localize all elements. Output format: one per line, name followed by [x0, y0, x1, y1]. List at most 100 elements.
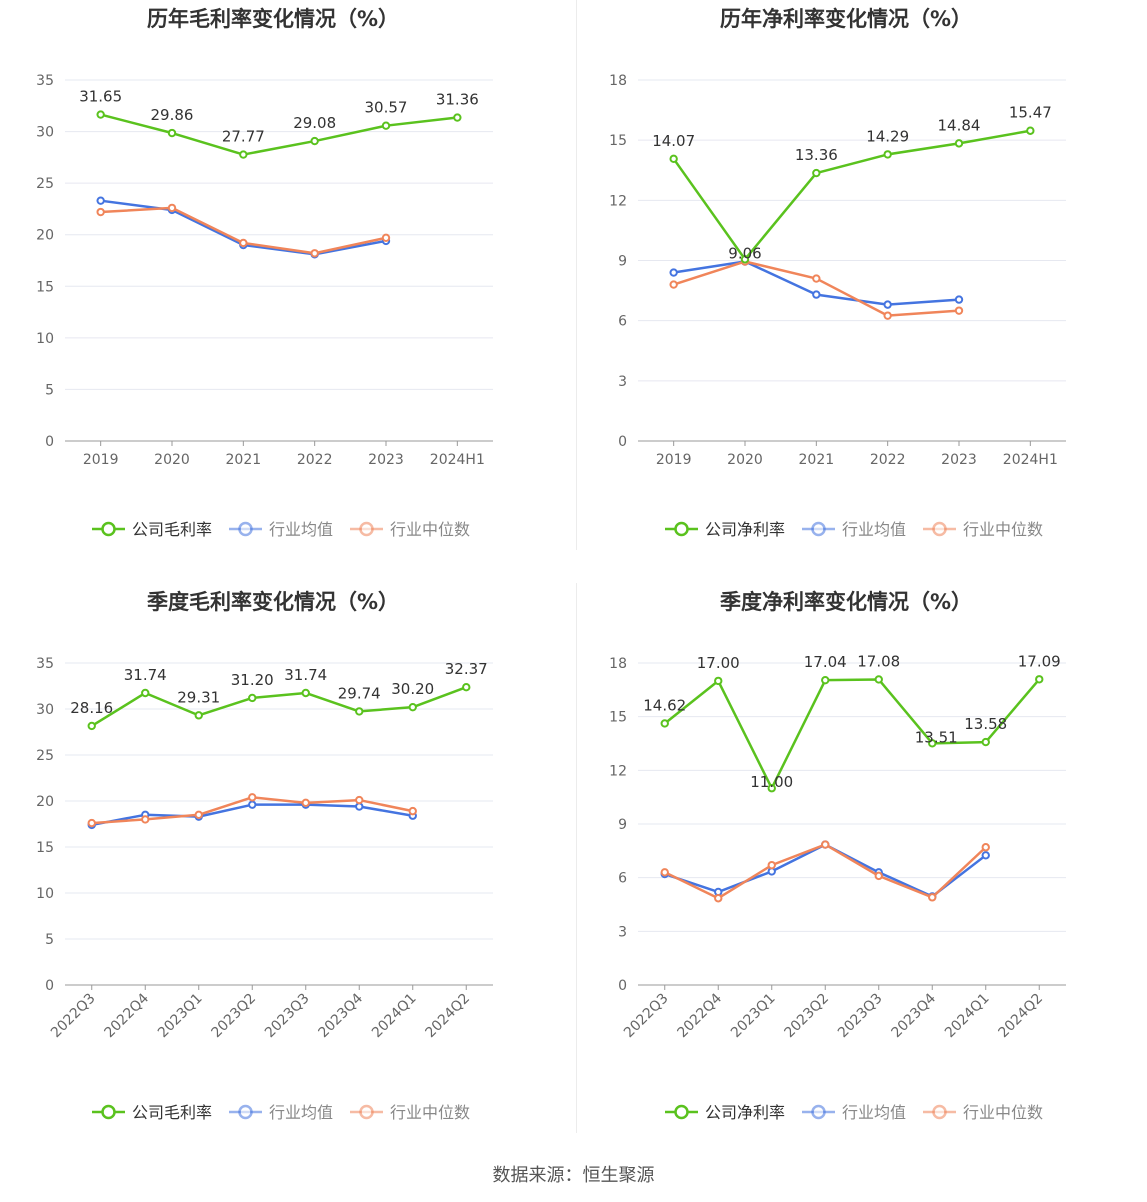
y-tick-label: 25	[36, 176, 54, 192]
data-point-avg	[954, 295, 964, 304]
data-label: 14.29	[866, 127, 909, 145]
data-point-company	[248, 693, 257, 703]
data-point-median	[301, 798, 310, 808]
legend-swatch-marker	[932, 521, 947, 537]
chart-svg: 历年净利率变化情况（%） 0 3 6 9 12 15 18 2019 2020 2021 2022 20…	[609, 7, 1066, 539]
y-tick-label: 30	[36, 702, 54, 718]
data-point-median	[87, 818, 96, 828]
legend-swatch-marker	[811, 1104, 826, 1120]
data-point-company	[408, 702, 417, 712]
data-label: 28.16	[70, 699, 113, 717]
vertical-divider-top	[576, 0, 577, 550]
legend-label: 行业均值	[842, 520, 906, 539]
data-point-median	[239, 238, 248, 248]
data-point-median	[408, 806, 417, 816]
x-tick-label: 2024Q2	[422, 991, 473, 1042]
y-tick-label: 0	[45, 434, 54, 450]
legend-swatch-marker	[932, 1104, 947, 1120]
legend-swatch-marker	[811, 521, 826, 537]
y-tick-label: 35	[36, 656, 54, 672]
y-tick-label: 5	[45, 382, 54, 398]
data-point-company	[874, 675, 883, 684]
data-label: 17.00	[697, 654, 740, 672]
data-point-median	[248, 793, 257, 802]
legend-swatch-marker	[101, 1104, 116, 1120]
y-tick-label: 6	[618, 314, 627, 330]
legend-label: 公司毛利率	[132, 520, 212, 539]
y-tick-label: 10	[36, 886, 54, 902]
data-label: 29.86	[151, 106, 194, 124]
chart-title: 季度净利率变化情况（%）	[720, 590, 972, 614]
x-tick-label: 2024Q1	[369, 991, 420, 1042]
x-tick-label: 2022	[297, 452, 333, 468]
data-point-company	[453, 113, 462, 122]
legend-label: 行业中位数	[390, 520, 470, 539]
x-tick-label: 2021	[226, 452, 262, 468]
legend-swatch-marker	[101, 521, 116, 537]
data-source-note: 数据来源：恒生聚源	[492, 1165, 655, 1186]
y-tick-label: 0	[618, 434, 627, 450]
data-point-company	[954, 139, 964, 148]
series-line-company	[663, 678, 1041, 790]
data-point-median	[310, 249, 319, 258]
legend-item: 行业均值	[802, 520, 906, 539]
legend-item: 公司净利率	[665, 1103, 785, 1122]
data-point-company	[87, 721, 96, 731]
data-label: 31.65	[79, 88, 122, 106]
y-tick-label: 15	[609, 133, 627, 149]
series-line-avg	[664, 843, 987, 898]
data-label: 9.06	[728, 244, 761, 262]
data-point-median	[194, 810, 203, 820]
y-tick-label: 5	[45, 932, 54, 948]
legend-label: 公司净利率	[705, 520, 785, 539]
legend-item: 公司净利率	[665, 520, 785, 539]
chart-title: 季度毛利率变化情况（%）	[147, 590, 399, 614]
data-point-avg	[248, 800, 257, 809]
legend-label: 行业中位数	[963, 1103, 1043, 1122]
legend-label: 公司毛利率	[132, 1103, 212, 1122]
data-point-median	[981, 843, 990, 852]
x-tick-label: 2023Q2	[208, 991, 259, 1042]
data-point-company	[1026, 126, 1035, 135]
data-point-company	[740, 255, 750, 264]
legend-item: 公司毛利率	[92, 1103, 212, 1122]
y-tick-label: 0	[618, 978, 627, 994]
data-point-median	[669, 280, 678, 289]
data-label: 14.84	[938, 116, 981, 134]
data-point-company	[301, 688, 310, 698]
legend-swatch-marker	[674, 1104, 689, 1120]
data-label: 17.08	[857, 652, 900, 670]
data-label: 31.20	[231, 671, 274, 689]
x-tick-label: 2023Q4	[888, 990, 939, 1041]
data-label: 31.36	[436, 91, 479, 109]
data-label: 29.31	[177, 688, 220, 706]
x-tick-label: 2023Q2	[781, 991, 832, 1042]
data-point-company	[821, 675, 830, 685]
data-point-company	[660, 719, 669, 728]
data-label: 31.74	[124, 666, 167, 684]
legend-swatch-marker	[359, 1104, 374, 1120]
data-point-company	[310, 136, 319, 146]
legend-item: 行业中位数	[923, 1103, 1043, 1122]
data-point-company	[981, 737, 990, 747]
legend-label: 行业均值	[842, 1103, 906, 1122]
data-label: 14.07	[652, 132, 695, 150]
data-point-median	[141, 815, 150, 824]
data-label: 13.58	[964, 715, 1007, 733]
y-tick-label: 6	[618, 871, 627, 887]
x-tick-label: 2023Q1	[155, 991, 206, 1042]
data-point-median	[355, 795, 364, 805]
legend-item: 行业均值	[229, 1103, 333, 1122]
x-tick-label: 2020	[154, 452, 190, 468]
data-label: 31.74	[284, 666, 327, 684]
y-tick-label: 30	[36, 125, 54, 141]
x-tick-label: 2022Q4	[101, 990, 152, 1041]
data-point-avg	[96, 196, 105, 205]
x-tick-label: 2022	[870, 452, 906, 468]
y-tick-label: 9	[618, 254, 627, 270]
data-point-median	[821, 840, 830, 849]
x-tick-label: 2022Q3	[48, 991, 99, 1042]
data-point-company	[239, 150, 248, 159]
data-point-company	[194, 711, 203, 720]
legend-label: 公司净利率	[705, 1103, 785, 1122]
